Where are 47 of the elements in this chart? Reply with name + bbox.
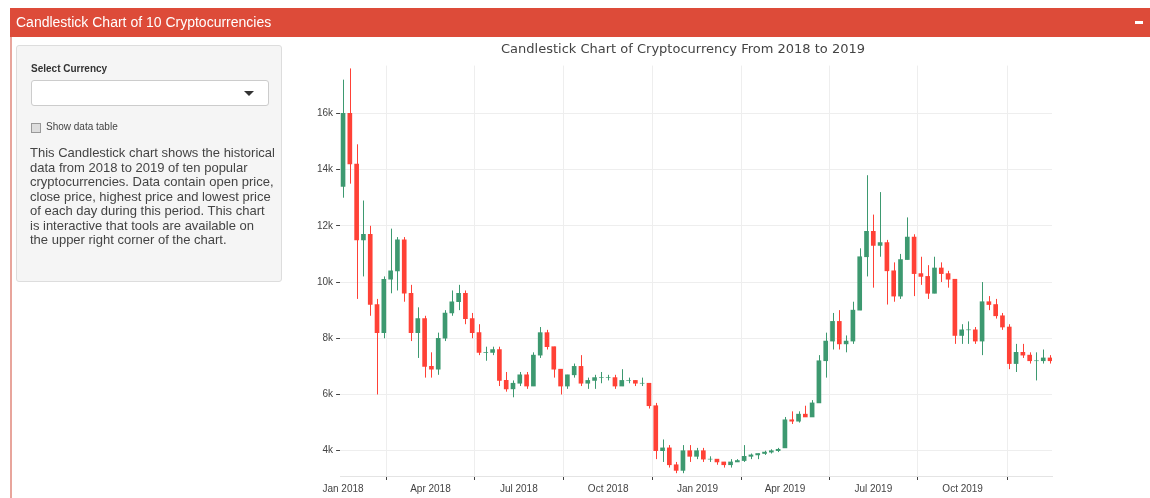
text: This Candlestick chart shows the historical data from 2018 to 2019 of ten popular cryptocurrencies. Data contain open price, close price, highest price and lowest price of each day during this period. This chart is interactive that tools are available on the upper right corner of the chart.	[30, 145, 275, 248]
candlestick	[361, 200, 366, 277]
y-tick-label: 6k	[322, 388, 335, 400]
candlestick	[537, 326, 543, 359]
x-tick-label: Jul 2019	[854, 482, 893, 494]
candlestick	[483, 346, 489, 362]
y-tick-label: 10k	[317, 275, 335, 287]
y-tick-label: 8k	[322, 332, 335, 344]
candlestick	[830, 312, 835, 351]
candlestick	[918, 256, 924, 286]
x-tick-label: Oct 2019	[942, 482, 984, 494]
candlestick	[667, 444, 672, 469]
candlestick	[870, 214, 876, 289]
candlestick	[388, 228, 393, 294]
candlestick	[1034, 351, 1039, 381]
candlestick	[959, 323, 965, 345]
candlestick	[877, 191, 883, 258]
x-tick-label: Jul 2018	[499, 482, 539, 494]
candlestick	[823, 332, 829, 379]
y-tick-label: 4k	[322, 444, 335, 456]
candlestick	[993, 298, 998, 320]
x-tick-label: Jan 2019	[676, 482, 719, 494]
candlestick	[449, 289, 455, 317]
x-tick-label: Apr 2018	[410, 482, 452, 494]
candlestick	[415, 306, 421, 359]
x-tick-label: Apr 2019	[764, 482, 806, 494]
candlestick	[938, 261, 944, 283]
y-tick-label: 16k	[317, 107, 335, 119]
candlestick	[456, 284, 461, 311]
candlestick	[599, 371, 604, 384]
candlestick	[925, 264, 931, 300]
candlestick	[904, 216, 910, 261]
candlestick	[429, 351, 434, 379]
x-tick-label: Jan 2018	[322, 482, 365, 494]
text: Show data table	[46, 121, 118, 132]
candlestick	[660, 438, 665, 463]
y-tick-label: 12k	[317, 219, 335, 231]
candlestick	[503, 371, 509, 393]
text: Select Currency	[31, 63, 108, 74]
candlestick	[558, 368, 563, 395]
candlestick	[551, 346, 557, 379]
candlestick	[836, 309, 842, 351]
chart-title: Candlestick Chart of Cryptocurrency From 2018 to 2019	[501, 41, 865, 57]
x-tick-label: Oct 2018	[587, 482, 629, 494]
y-tick-label: 14k	[317, 163, 335, 175]
text: Candlestick Chart of 10 Cryptocurrencies	[16, 14, 272, 30]
candlestick	[469, 312, 475, 339]
